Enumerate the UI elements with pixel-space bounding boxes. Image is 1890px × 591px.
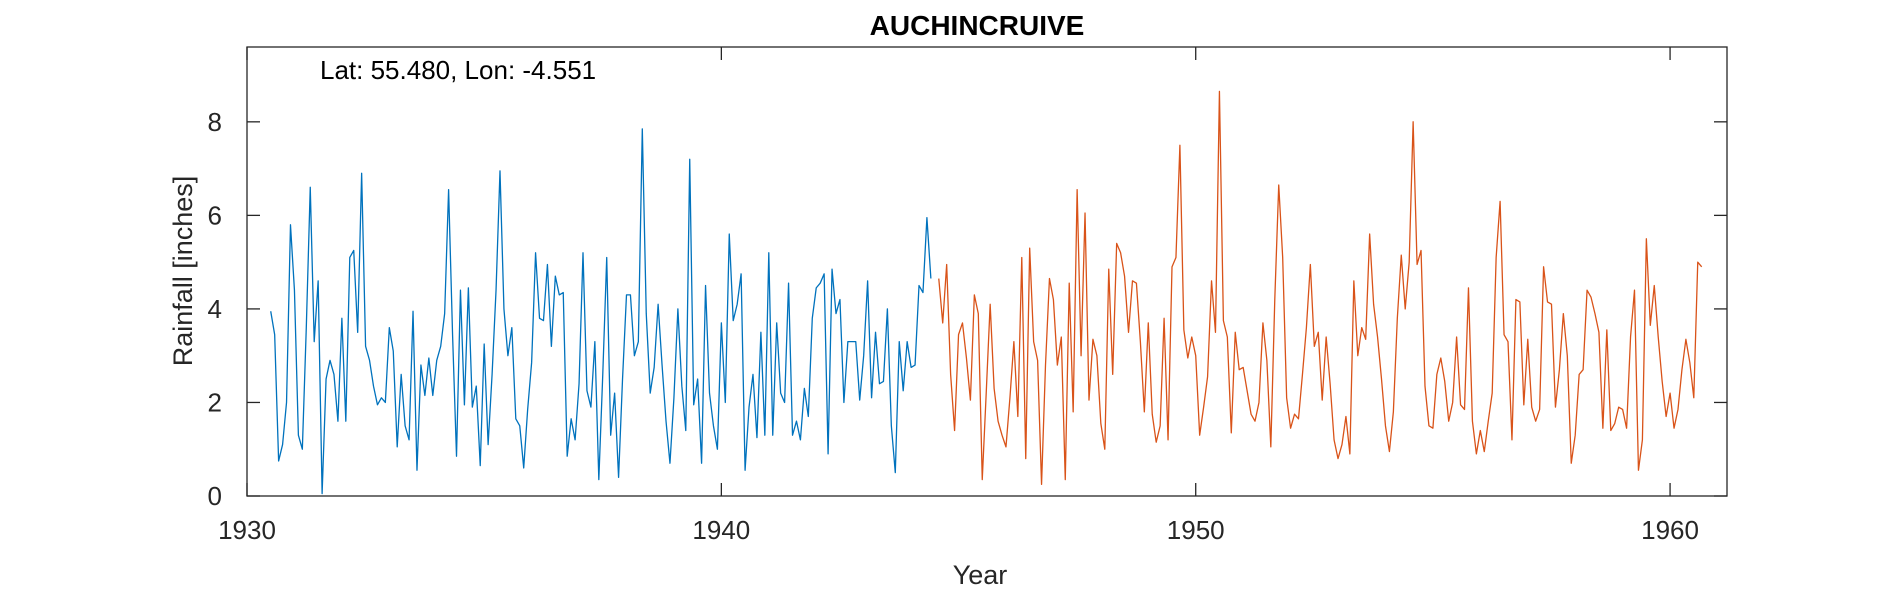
series-layer — [270, 90, 1703, 495]
y-tick-label: 0 — [208, 481, 222, 511]
y-axis-title: Rainfall [inches] — [168, 176, 198, 367]
y-tick-label: 6 — [208, 200, 222, 230]
x-tick-label: 1950 — [1167, 515, 1225, 545]
series-line-2 — [938, 90, 1703, 485]
location-annotation: Lat: 55.480, Lon: -4.551 — [320, 55, 596, 85]
tick-layer: 1930 1940 1950 1960 0 2 4 6 8 — [208, 47, 1727, 545]
x-tick-label: 1940 — [692, 515, 750, 545]
y-tick-label: 4 — [208, 294, 222, 324]
plot-area — [247, 47, 1727, 496]
x-tick-label: 1960 — [1641, 515, 1699, 545]
x-tick-label: 1930 — [218, 515, 276, 545]
plot-box — [246, 46, 1728, 497]
chart-title: AUCHINCRUIVE — [870, 10, 1085, 41]
x-axis-title: Year — [953, 560, 1008, 590]
y-tick-label: 8 — [208, 107, 222, 137]
series-line-1 — [270, 128, 932, 495]
y-tick-label: 2 — [208, 387, 222, 417]
